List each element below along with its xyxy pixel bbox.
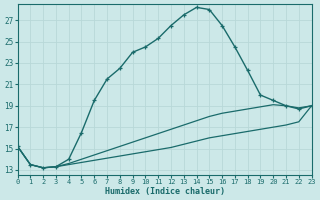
X-axis label: Humidex (Indice chaleur): Humidex (Indice chaleur)	[105, 187, 225, 196]
